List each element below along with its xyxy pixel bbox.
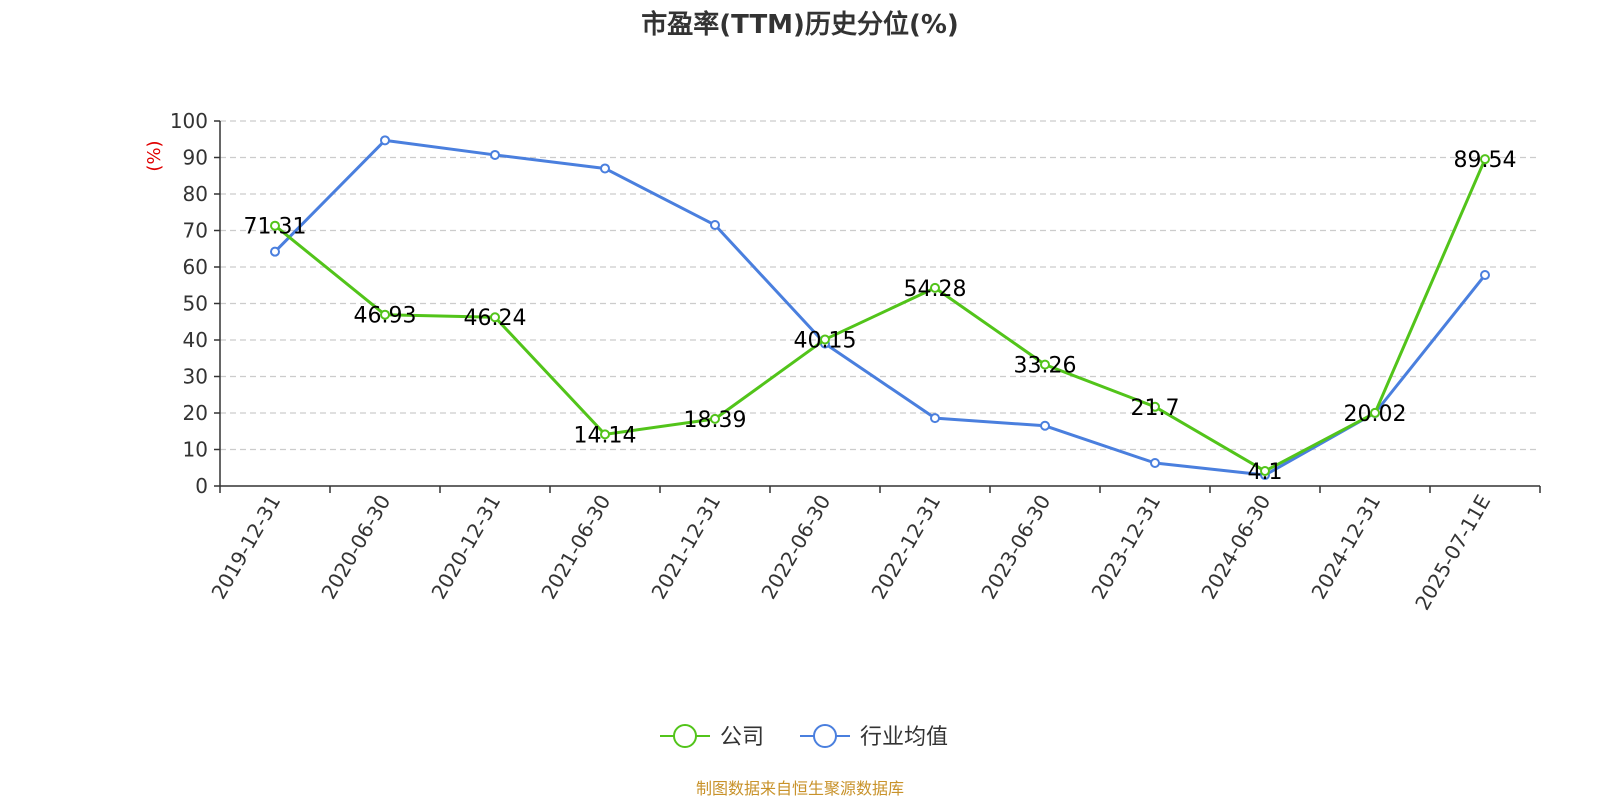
data-point — [1480, 154, 1490, 165]
x-tick-label: 2020-06-30 — [316, 491, 395, 604]
data-label: 4.1 — [1248, 460, 1283, 485]
data-label: 89.54 — [1454, 148, 1517, 173]
y-tick-label: 10 — [183, 438, 208, 462]
x-tick-label: 2021-12-31 — [646, 491, 725, 604]
y-tick-label: 0 — [195, 474, 208, 498]
data-point — [930, 282, 940, 293]
y-tick-label: 60 — [183, 255, 208, 279]
data-label: 54.28 — [904, 277, 967, 302]
x-tick-label: 2023-12-31 — [1086, 491, 1165, 604]
x-tick-label: 2022-12-31 — [866, 491, 945, 604]
data-label: 40.15 — [794, 328, 857, 353]
x-tick-label: 2021-06-30 — [536, 491, 615, 604]
data-label: 46.24 — [464, 306, 527, 331]
x-tick-label: 2023-06-30 — [976, 491, 1055, 604]
data-point — [270, 246, 280, 257]
x-tick-label: 2025-07-11E — [1410, 491, 1495, 615]
data-point — [600, 163, 610, 174]
chart-title: 市盈率(TTM)历史分位(%) — [641, 9, 959, 40]
data-point — [600, 429, 610, 440]
grid-lines — [220, 120, 1540, 451]
data-label: 71.31 — [244, 215, 307, 240]
legend-marker — [813, 724, 837, 748]
y-tick-label: 70 — [183, 219, 208, 243]
series-line-0 — [274, 158, 1487, 473]
x-tick-label: 2024-06-30 — [1196, 491, 1275, 604]
data-point — [1370, 407, 1380, 418]
legend: 公司 行业均值 — [660, 724, 948, 750]
data-point — [1480, 270, 1490, 281]
x-tick-label: 2020-12-31 — [426, 491, 505, 604]
data-point — [930, 413, 940, 424]
y-tick-label: 90 — [183, 146, 208, 170]
series-layer — [270, 135, 1490, 481]
legend-label: 行业均值 — [860, 725, 948, 750]
data-label: 20.02 — [1344, 402, 1407, 427]
x-tick-label: 2019-12-31 — [206, 491, 285, 604]
data-point — [270, 220, 280, 231]
data-point — [1040, 359, 1050, 370]
data-point — [820, 334, 830, 345]
y-tick-label: 50 — [183, 292, 208, 316]
legend-label: 公司 — [720, 725, 764, 750]
axes: 0 10 20 30 40 50 60 70 80 90 100 2019-12-31 2020-06-… — [170, 109, 1541, 615]
series-line-1 — [273, 138, 1487, 477]
legend-marker — [673, 724, 697, 748]
y-tick-label: 40 — [183, 328, 208, 352]
data-point — [380, 309, 390, 320]
data-point — [710, 413, 720, 424]
y-tick-label: 100 — [170, 109, 208, 133]
data-point — [1040, 420, 1050, 431]
x-tick-label: 2024-12-31 — [1306, 491, 1385, 604]
data-point — [490, 312, 500, 323]
data-label: 18.39 — [684, 408, 747, 433]
source-footer: 制图数据来自恒生聚源数据库 — [696, 779, 904, 798]
data-point — [1260, 466, 1270, 477]
data-label: 14.14 — [574, 423, 637, 448]
x-tick-label: 2022-06-30 — [756, 491, 835, 604]
y-axis-label: (%) — [144, 140, 165, 171]
data-point — [1150, 401, 1160, 412]
y-tick-label: 30 — [183, 365, 208, 389]
y-tick-label: 20 — [183, 401, 208, 425]
data-point — [710, 220, 720, 231]
data-label: 21.7 — [1131, 396, 1180, 421]
data-point — [380, 135, 390, 146]
y-tick-label: 80 — [183, 182, 208, 206]
data-point — [1150, 458, 1160, 469]
data-labels: 71.31 46.93 46.24 14.14 18.39 40.15 54.28 33.26… — [244, 148, 1517, 485]
data-point — [490, 149, 500, 160]
data-label: 33.26 — [1014, 354, 1077, 379]
data-label: 46.93 — [354, 304, 417, 329]
